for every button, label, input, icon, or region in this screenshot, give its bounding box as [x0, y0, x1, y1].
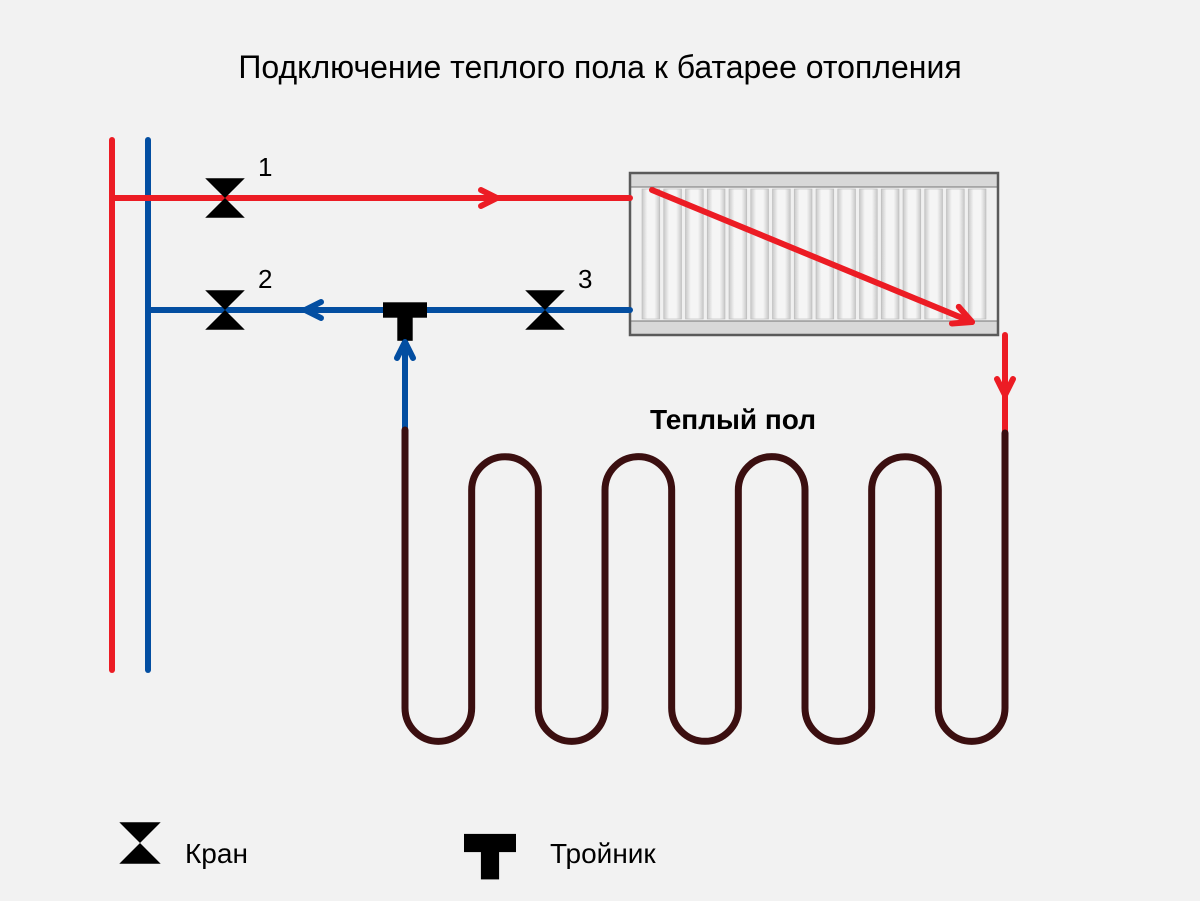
diagram-svg — [0, 0, 1200, 901]
underfloor-heating-coil — [405, 430, 1005, 741]
diagram-title: Подключение теплого пола к батарее отопл… — [0, 49, 1200, 86]
valve-label-1: 1 — [258, 152, 272, 183]
legend-tee-label: Тройник — [550, 838, 656, 870]
valve-label-3: 3 — [578, 264, 592, 295]
tee-fitting — [383, 302, 427, 341]
floor-label: Теплый пол — [650, 404, 816, 436]
legend-icons — [119, 822, 516, 879]
legend-valve-label: Кран — [185, 838, 248, 870]
valve-label-2: 2 — [258, 264, 272, 295]
